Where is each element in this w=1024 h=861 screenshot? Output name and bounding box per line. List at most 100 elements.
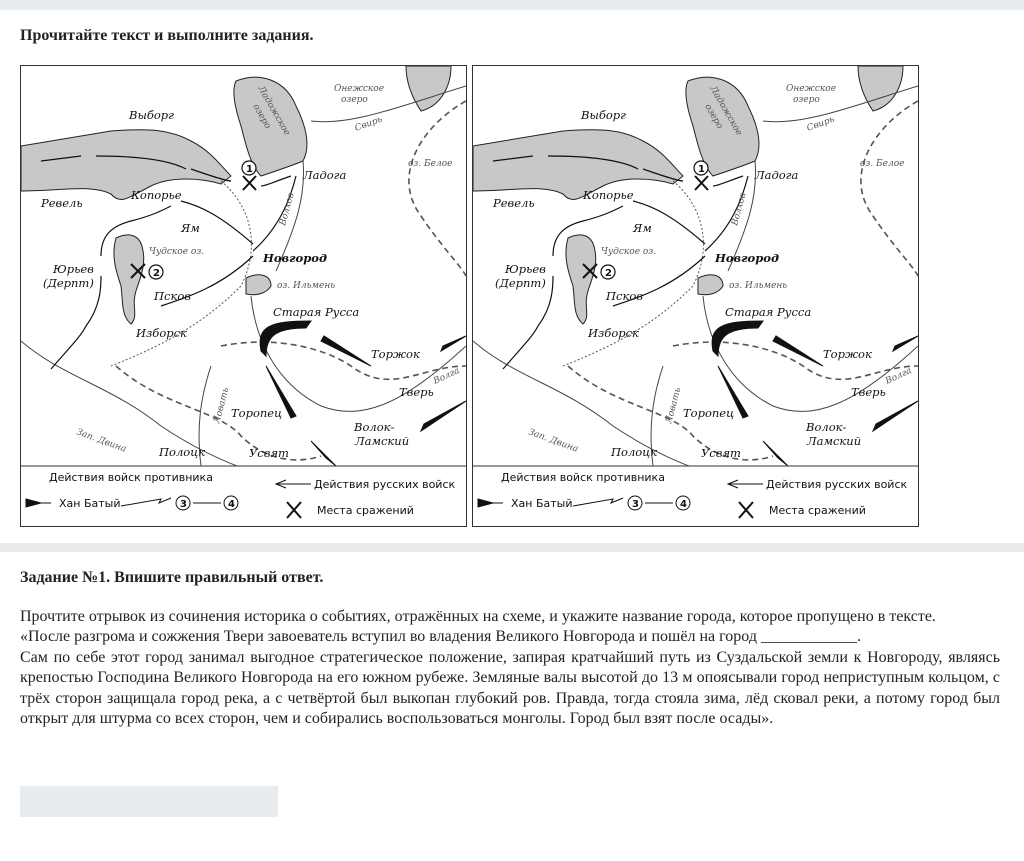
label-polotsk: Полоцк xyxy=(610,445,657,459)
batu-arrow xyxy=(871,400,918,433)
onega-lake xyxy=(857,66,904,112)
label-torzhok: Торжок xyxy=(823,347,872,361)
label-lovat: Ловать xyxy=(212,386,232,425)
label-vyborg: Выборг xyxy=(580,108,626,122)
batu-arrow xyxy=(891,335,918,353)
label-koporye: Копорье xyxy=(582,188,634,202)
label-novgorod: Новгород xyxy=(262,251,327,265)
batu-arrow xyxy=(310,440,337,467)
marker-3: 3 xyxy=(180,499,187,510)
russian-arrow-icon xyxy=(274,479,311,489)
label-volok: Волок- xyxy=(353,420,394,434)
label-toropets: Торопец xyxy=(683,406,734,420)
label-staraya-russa: Старая Русса xyxy=(725,305,811,319)
battle-mark-icon xyxy=(694,175,709,191)
river xyxy=(198,365,212,467)
russian-arrow xyxy=(632,200,706,245)
label-lamsky: Ламский xyxy=(806,434,861,448)
route-dotted xyxy=(110,180,252,367)
label-staraya-russa: Старая Русса xyxy=(273,305,359,319)
route-dotted xyxy=(562,180,704,367)
batu-arrow-icon xyxy=(477,498,503,508)
label-onega2: озеро xyxy=(793,95,820,105)
russian-arrow xyxy=(160,255,254,307)
river xyxy=(21,340,252,472)
maps: 1 2 Выборг Онежское озеро Ладожское озер… xyxy=(20,65,919,527)
page-instruction: Прочитайте текст и выполните задания. xyxy=(20,27,314,44)
label-yam: Ям xyxy=(632,221,652,235)
label-izborsk: Изборск xyxy=(587,326,639,340)
task-title: Задание №1. Впишите правильный ответ. xyxy=(20,569,324,586)
battle-mark-icon xyxy=(582,263,598,279)
label-ilmen: оз. Ильмень xyxy=(277,281,335,291)
ilmen-lake xyxy=(245,274,272,296)
legend: Действия войск противника Хан Батый 3 4 … xyxy=(473,465,918,526)
label-beloe: оз. Белое xyxy=(408,159,452,169)
legend-russian: Действия русских войск xyxy=(314,478,456,491)
label-lovat: Ловать xyxy=(664,386,684,425)
task-question: Прочтите отрывок из сочинения историка о… xyxy=(20,608,936,625)
chudskoe-lake xyxy=(113,234,145,325)
gulf-of-finland xyxy=(473,129,684,200)
label-toropets: Торопец xyxy=(231,406,282,420)
marker-circle xyxy=(148,264,164,280)
historical-map: 1 2 Выборг Онежское озеро Ладожское озер… xyxy=(20,65,467,527)
label-usvyat: Усвят xyxy=(701,446,741,460)
battle-mark-icon xyxy=(242,175,257,191)
label-ilmen: оз. Ильмень xyxy=(729,281,787,291)
river xyxy=(275,160,304,272)
legend-batu: Хан Батый xyxy=(59,497,121,510)
enemy-arrow xyxy=(502,275,554,370)
marker-4: 4 xyxy=(680,499,687,510)
russian-arrow xyxy=(712,175,744,187)
chudskoe-lake xyxy=(565,234,597,325)
label-zap-dvina: Зап. Двина xyxy=(527,427,579,454)
task-quote-line: «После разгрома и сожжения Твери завоева… xyxy=(20,628,861,646)
russian-arrow-icon xyxy=(726,479,763,489)
batu-arrow xyxy=(419,400,466,433)
border xyxy=(860,100,918,277)
batu-arrow xyxy=(711,320,764,358)
label-onega: Онежское xyxy=(334,84,384,94)
marker-1: 1 xyxy=(246,164,253,175)
legend-enemy: Действия войск противника xyxy=(49,471,213,484)
legend: Действия войск противника Хан Батый 3 4 … xyxy=(21,465,466,526)
onega-lake xyxy=(405,66,452,112)
enemy-arrow xyxy=(547,155,639,170)
border xyxy=(408,100,466,277)
batu-arrow xyxy=(762,440,789,467)
russian-arrow xyxy=(180,200,254,245)
label-yam: Ям xyxy=(180,221,200,235)
label-revel: Ревель xyxy=(492,196,535,210)
answer-input[interactable] xyxy=(20,786,278,817)
label-chudskoe: Чудское оз. xyxy=(601,247,656,257)
enemy-arrow xyxy=(642,168,684,182)
marker-4: 4 xyxy=(228,499,235,510)
river xyxy=(762,85,918,123)
label-novgorod: Новгород xyxy=(714,251,779,265)
marker-circle xyxy=(600,264,616,280)
legend-enemy: Действия войск противника xyxy=(501,471,665,484)
section-separator xyxy=(0,543,1024,552)
ladoga-lake xyxy=(685,76,760,177)
label-volkhov: Волхов xyxy=(278,192,297,228)
label-pskov: Псков xyxy=(605,289,643,303)
batu-arrow xyxy=(259,320,312,358)
ladoga-lake xyxy=(233,76,308,177)
label-volga: Волга xyxy=(431,366,461,387)
river xyxy=(650,365,664,467)
label-ladoga: Ладога xyxy=(754,168,798,182)
label-izborsk: Изборск xyxy=(135,326,187,340)
label-zap-dvina: Зап. Двина xyxy=(75,427,127,454)
enemy-arrow xyxy=(100,205,172,257)
batu-arrow xyxy=(265,365,297,419)
battle-mark-icon xyxy=(738,501,754,519)
map-svg: 1 2 Выборг Онежское озеро Ладожское озер… xyxy=(473,66,918,526)
label-yuryev: Юрьев xyxy=(52,262,94,276)
label-yuryev: Юрьев xyxy=(504,262,546,276)
batu-arrow xyxy=(772,335,824,367)
russian-arrow xyxy=(252,175,297,252)
label-polotsk: Полоцк xyxy=(158,445,205,459)
label-derpt: (Дерпт) xyxy=(495,276,546,290)
label-tver: Тверь xyxy=(399,385,434,399)
